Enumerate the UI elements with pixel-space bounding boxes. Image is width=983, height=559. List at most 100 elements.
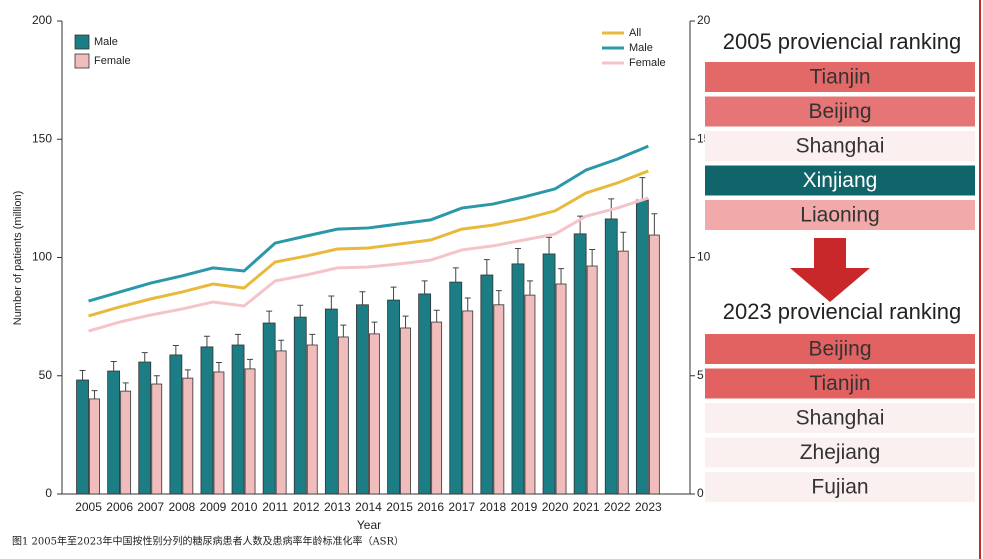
error-bar bbox=[620, 231, 627, 252]
error-bar bbox=[558, 268, 565, 284]
bar bbox=[542, 253, 556, 495]
error-bar bbox=[589, 248, 596, 267]
error-bar bbox=[122, 382, 129, 392]
bar bbox=[244, 368, 256, 495]
bar bbox=[275, 350, 287, 495]
x-tick-label: 2016 bbox=[417, 500, 444, 514]
error-bar bbox=[172, 344, 179, 355]
bar bbox=[337, 336, 349, 495]
x-axis-label: Year bbox=[357, 518, 381, 532]
bar bbox=[306, 344, 318, 495]
error-bar bbox=[452, 267, 459, 283]
x-tick-label: 2020 bbox=[542, 500, 569, 514]
bar bbox=[182, 377, 194, 495]
x-tick-label: 2023 bbox=[635, 500, 662, 514]
ranking-item: Zhejiang bbox=[800, 441, 881, 464]
bar bbox=[462, 310, 474, 495]
x-tick-label: 2017 bbox=[448, 500, 475, 514]
legend-label: Male bbox=[629, 42, 653, 54]
error-bar bbox=[402, 315, 409, 328]
bar bbox=[231, 344, 245, 495]
error-bar bbox=[433, 309, 440, 323]
ranking-item: Shanghai bbox=[796, 407, 885, 430]
x-tick-label: 2006 bbox=[106, 500, 133, 514]
bar bbox=[89, 398, 100, 495]
line bbox=[88, 169, 649, 318]
bar bbox=[604, 218, 618, 495]
error-bar bbox=[215, 362, 222, 372]
x-tick-label: 2011 bbox=[262, 500, 288, 514]
y-tick-label: 50 bbox=[39, 368, 53, 382]
x-tick-label: 2015 bbox=[386, 500, 413, 514]
bar bbox=[648, 234, 660, 495]
legend-label: Female bbox=[94, 55, 131, 67]
bar bbox=[635, 199, 649, 495]
error-bar bbox=[514, 248, 521, 264]
bar bbox=[493, 304, 505, 495]
bar bbox=[369, 333, 380, 495]
bar bbox=[293, 316, 307, 495]
bar bbox=[76, 379, 89, 495]
error-bar bbox=[483, 259, 490, 276]
bar bbox=[151, 383, 163, 495]
x-tick-label: 2005 bbox=[75, 500, 102, 514]
y-tick-label: 100 bbox=[32, 250, 52, 264]
ranking-row bbox=[705, 200, 975, 230]
ranking-item: Xinjiang bbox=[803, 169, 878, 192]
x-tick-label: 2021 bbox=[573, 500, 600, 514]
ranking-row bbox=[705, 403, 975, 433]
error-bar bbox=[297, 304, 304, 318]
x-tick-label: 2010 bbox=[231, 500, 258, 514]
error-bar bbox=[546, 236, 553, 254]
y-axis-label: Number of patients (million) bbox=[12, 191, 24, 326]
error-bar bbox=[371, 321, 378, 334]
ranking-title: 2023 proviencial ranking bbox=[723, 299, 962, 324]
x-tick-label: 2012 bbox=[293, 500, 320, 514]
line bbox=[88, 196, 649, 333]
line bbox=[88, 144, 649, 303]
error-bar bbox=[526, 280, 533, 296]
x-tick-label: 2014 bbox=[355, 500, 382, 514]
error-bar bbox=[266, 310, 273, 324]
error-bar bbox=[184, 369, 191, 379]
error-bar bbox=[79, 370, 86, 381]
error-bar bbox=[141, 352, 148, 363]
bar bbox=[107, 370, 121, 495]
bar bbox=[617, 250, 629, 495]
y2-tick-label: 5 bbox=[697, 368, 704, 382]
legend-swatch bbox=[74, 34, 90, 50]
error-bar bbox=[328, 295, 335, 310]
ranking-row bbox=[705, 131, 975, 161]
x-tick-label: 2008 bbox=[168, 500, 195, 514]
legend-swatch bbox=[74, 53, 90, 69]
error-bar bbox=[340, 324, 347, 337]
caption: 图1 2005年至2023年中国按性别分列的糖尿病患者人数及患病率年龄标准化率（… bbox=[12, 535, 404, 548]
bar bbox=[213, 371, 225, 495]
bar bbox=[573, 233, 587, 495]
legend-label: Female bbox=[629, 57, 666, 69]
bar bbox=[400, 327, 411, 495]
bar bbox=[431, 321, 443, 495]
ranking-row bbox=[705, 165, 975, 196]
y-tick-label: 150 bbox=[32, 131, 52, 145]
error-bar bbox=[91, 390, 98, 399]
error-bar bbox=[309, 333, 316, 346]
error-bar bbox=[464, 297, 471, 311]
ranking-row bbox=[705, 96, 975, 127]
ranking-item: Shanghai bbox=[796, 135, 885, 158]
bar bbox=[262, 322, 276, 495]
y-tick-label: 200 bbox=[32, 13, 52, 27]
legend-label: Male bbox=[94, 36, 118, 48]
bar bbox=[524, 294, 536, 495]
error-bar bbox=[203, 335, 210, 347]
bar bbox=[480, 274, 494, 495]
error-bar bbox=[359, 291, 366, 305]
ranking-item: Beijing bbox=[808, 338, 871, 361]
bar bbox=[418, 293, 432, 495]
error-bar bbox=[390, 286, 397, 301]
bar bbox=[200, 346, 214, 495]
error-bar bbox=[495, 290, 502, 305]
x-tick-label: 2009 bbox=[200, 500, 227, 514]
x-tick-label: 2018 bbox=[479, 500, 506, 514]
